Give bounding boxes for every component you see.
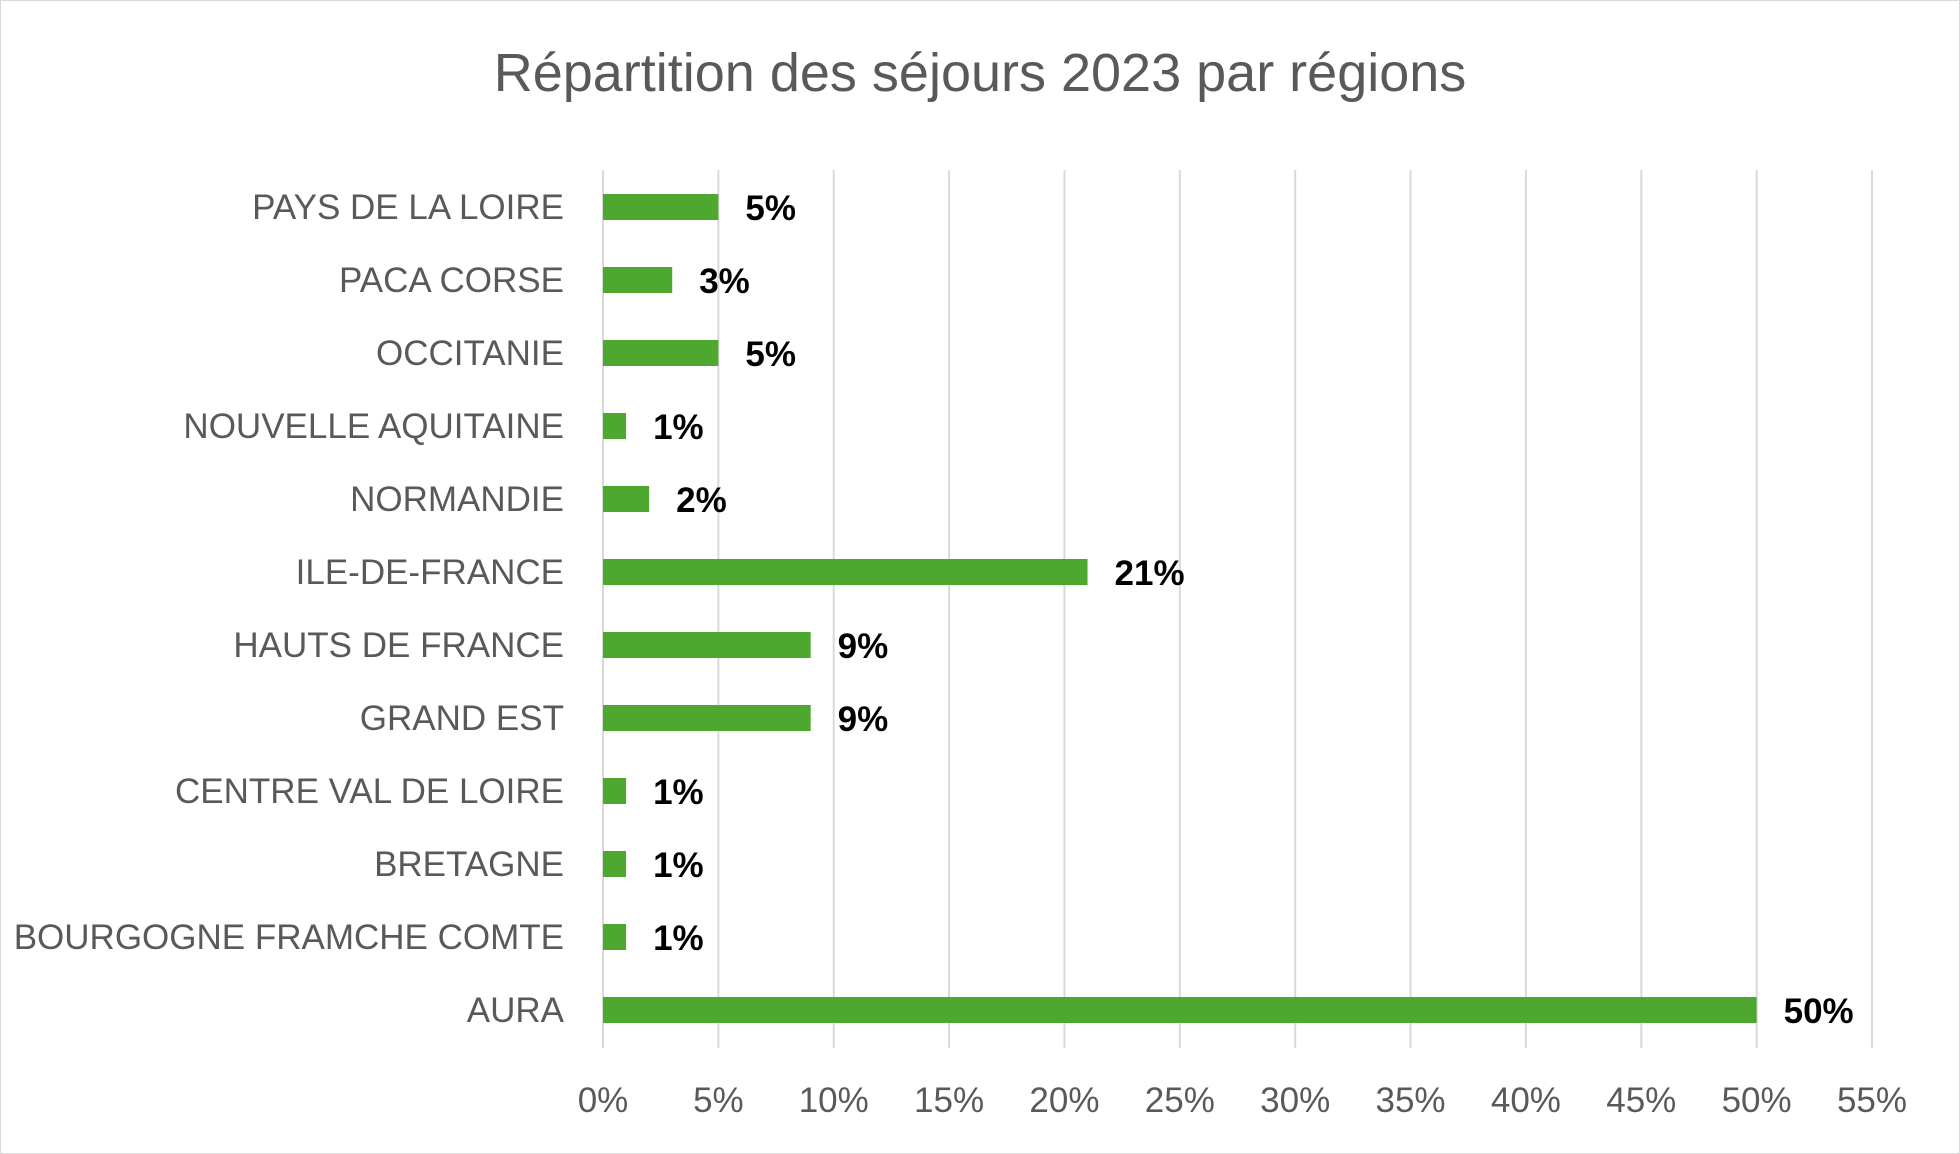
data-label: 1% (653, 919, 704, 958)
x-tick-label: 20% (1029, 1081, 1099, 1120)
x-tick-label: 15% (914, 1081, 984, 1120)
category-label: HAUTS DE FRANCE (233, 626, 564, 665)
chart-title: Répartition des séjours 2023 par régions (493, 43, 1467, 103)
data-label: 9% (838, 627, 889, 666)
data-label: 5% (745, 189, 796, 228)
data-label: 5% (745, 335, 796, 374)
bar (603, 413, 627, 439)
data-label: 50% (1784, 992, 1854, 1031)
x-tick-label: 5% (693, 1081, 744, 1120)
bar (603, 632, 811, 658)
x-tick-label: 50% (1722, 1081, 1792, 1120)
category-label: ILE-DE-FRANCE (296, 553, 564, 592)
bar (603, 924, 627, 950)
x-tick-label: 45% (1606, 1081, 1676, 1120)
bar (603, 559, 1088, 585)
data-label: 1% (653, 846, 704, 885)
bar (603, 778, 627, 804)
category-label: NORMANDIE (350, 480, 564, 519)
category-label: PACA CORSE (339, 261, 564, 300)
x-tick-label: 10% (799, 1081, 869, 1120)
data-label: 1% (653, 773, 704, 812)
bar (603, 486, 650, 512)
bar (603, 851, 627, 877)
data-label: 21% (1115, 554, 1185, 593)
x-tick-label: 0% (578, 1081, 629, 1120)
x-tick-label: 25% (1145, 1081, 1215, 1120)
x-tick-label: 35% (1376, 1081, 1446, 1120)
data-label: 1% (653, 408, 704, 447)
bar (603, 340, 719, 366)
category-label: BRETAGNE (374, 845, 564, 884)
bar (603, 705, 811, 731)
category-label: AURA (467, 991, 565, 1030)
bar (603, 194, 719, 220)
category-label: GRAND EST (360, 699, 564, 738)
category-label: PAYS DE LA LOIRE (252, 188, 564, 227)
data-label: 2% (676, 481, 727, 520)
category-label: BOURGOGNE FRAMCHE COMTE (14, 918, 564, 957)
bar (603, 997, 1757, 1023)
bar (603, 267, 673, 293)
data-label: 9% (838, 700, 889, 739)
x-tick-label: 40% (1491, 1081, 1561, 1120)
category-label: OCCITANIE (376, 334, 564, 373)
x-tick-label: 55% (1837, 1081, 1907, 1120)
data-label: 3% (699, 262, 750, 301)
x-tick-label: 30% (1260, 1081, 1330, 1120)
category-label: CENTRE VAL DE LOIRE (175, 772, 564, 811)
category-label: NOUVELLE AQUITAINE (183, 407, 564, 446)
